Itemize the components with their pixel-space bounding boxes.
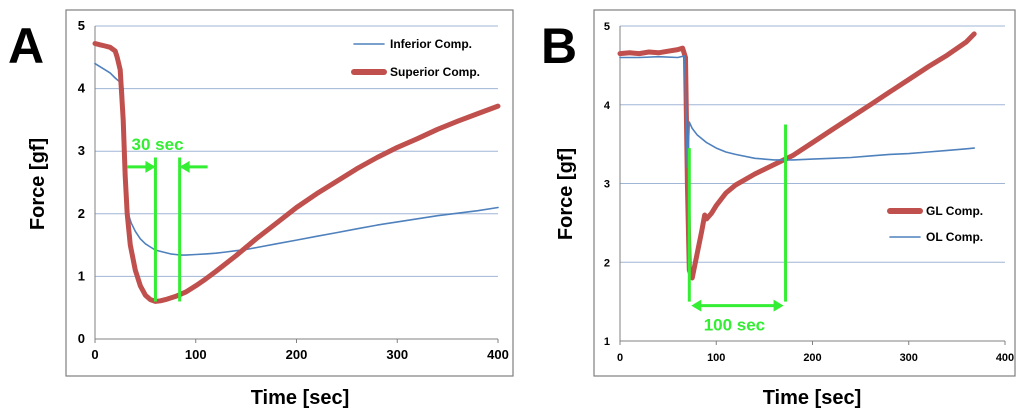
panel-a-legend-label: Superior Comp. <box>390 65 480 79</box>
panel-a-arrowhead-right <box>179 160 190 173</box>
panel-a-x-tick-label: 0 <box>91 347 98 362</box>
panel-a-y-tick-label: 1 <box>78 268 85 283</box>
panel-a-chart: 0 1 2 3 4 5 0 100 200 300 400 30 sec Inferior Comp. S… <box>65 9 514 377</box>
panel-a-x-axis-label: Time [sec] <box>251 387 350 408</box>
panel-a-legend: Inferior Comp. Superior Comp. <box>351 37 480 79</box>
panel-a-x-tick-label: 200 <box>286 347 308 362</box>
panel-b-x-tick-label: 400 <box>996 352 1014 364</box>
panel-b-legend: GL Comp. OL Comp. <box>887 204 983 244</box>
panel-b-x-tick-label: 100 <box>707 352 725 364</box>
panel-a-plot-frame <box>65 9 514 377</box>
panel-b-series-ol-comp <box>619 55 975 169</box>
panel-a-y-tick-label: 4 <box>78 81 86 96</box>
panel-a-y-tick-label: 5 <box>78 18 85 33</box>
panel-a-x-tick-label: 300 <box>386 347 408 362</box>
panel-b-chart: 1 2 3 4 5 0 100 200 300 400 100 sec GL Comp. OL Comp… <box>593 9 1016 377</box>
panel-b-arrowhead-right <box>773 299 784 312</box>
panel-b-annotation-label: 100 sec <box>704 316 765 335</box>
panel-a-x-tick-label: 100 <box>185 347 207 362</box>
panel-a-series-superior-comp <box>92 41 501 304</box>
panel-a-y-tick-label: 0 <box>78 331 85 346</box>
panel-a-y-tick-label: 2 <box>78 206 85 221</box>
panel-b-x-axis-label: Time [sec] <box>763 387 862 408</box>
panel-a-annotation-label: 30 sec <box>132 135 184 154</box>
panel-b-y-axis-label: Force [gf] <box>555 148 577 240</box>
panel-a-arrowhead-left <box>145 160 156 173</box>
panel-b-letter: B <box>541 18 577 74</box>
panel-a-y-axis-label: Force [gf] <box>27 138 49 230</box>
panel-b-y-tick-label: 4 <box>604 100 611 112</box>
panel-b-y-tick-label: 2 <box>604 257 610 269</box>
panel-b-x-tick-label: 300 <box>900 352 918 364</box>
panel-b-x-tick-label: 200 <box>803 352 821 364</box>
panel-a-x-tick-label: 400 <box>487 347 509 362</box>
panel-a-legend-label: Inferior Comp. <box>390 37 472 51</box>
panel-b-plot-frame <box>593 9 1016 377</box>
panel-b-arrowhead-left <box>691 299 702 312</box>
panel-a-y-tick-label: 3 <box>78 143 85 158</box>
panel-b-y-tick-label: 5 <box>604 21 610 33</box>
panel-b-y-tick-label: 1 <box>604 336 610 348</box>
panel-b-series-gl-comp <box>617 31 977 281</box>
panel-b-x-tick-label: 0 <box>617 352 623 364</box>
panel-b-legend-label: GL Comp. <box>926 204 983 218</box>
panel-b-y-tick-label: 3 <box>604 179 610 191</box>
panel-b-legend-label: OL Comp. <box>926 230 983 244</box>
panel-a-letter: A <box>8 18 44 74</box>
